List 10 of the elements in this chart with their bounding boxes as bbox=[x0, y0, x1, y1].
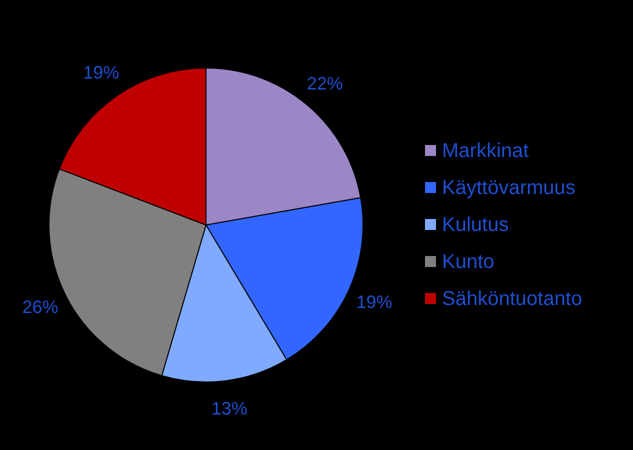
data-label: 22% bbox=[306, 73, 343, 94]
data-label: 19% bbox=[83, 62, 120, 83]
data-label: 19% bbox=[356, 292, 392, 312]
legend-label: Markkinat bbox=[442, 140, 530, 162]
legend-label: Kulutus bbox=[442, 214, 509, 236]
data-label: 13% bbox=[211, 398, 248, 419]
legend-label: Sähköntuotanto bbox=[442, 288, 582, 310]
data-label: 26% bbox=[22, 297, 58, 318]
legend-label: Kunto bbox=[442, 251, 494, 273]
legend-label: Käyttövarmuus bbox=[442, 177, 576, 199]
